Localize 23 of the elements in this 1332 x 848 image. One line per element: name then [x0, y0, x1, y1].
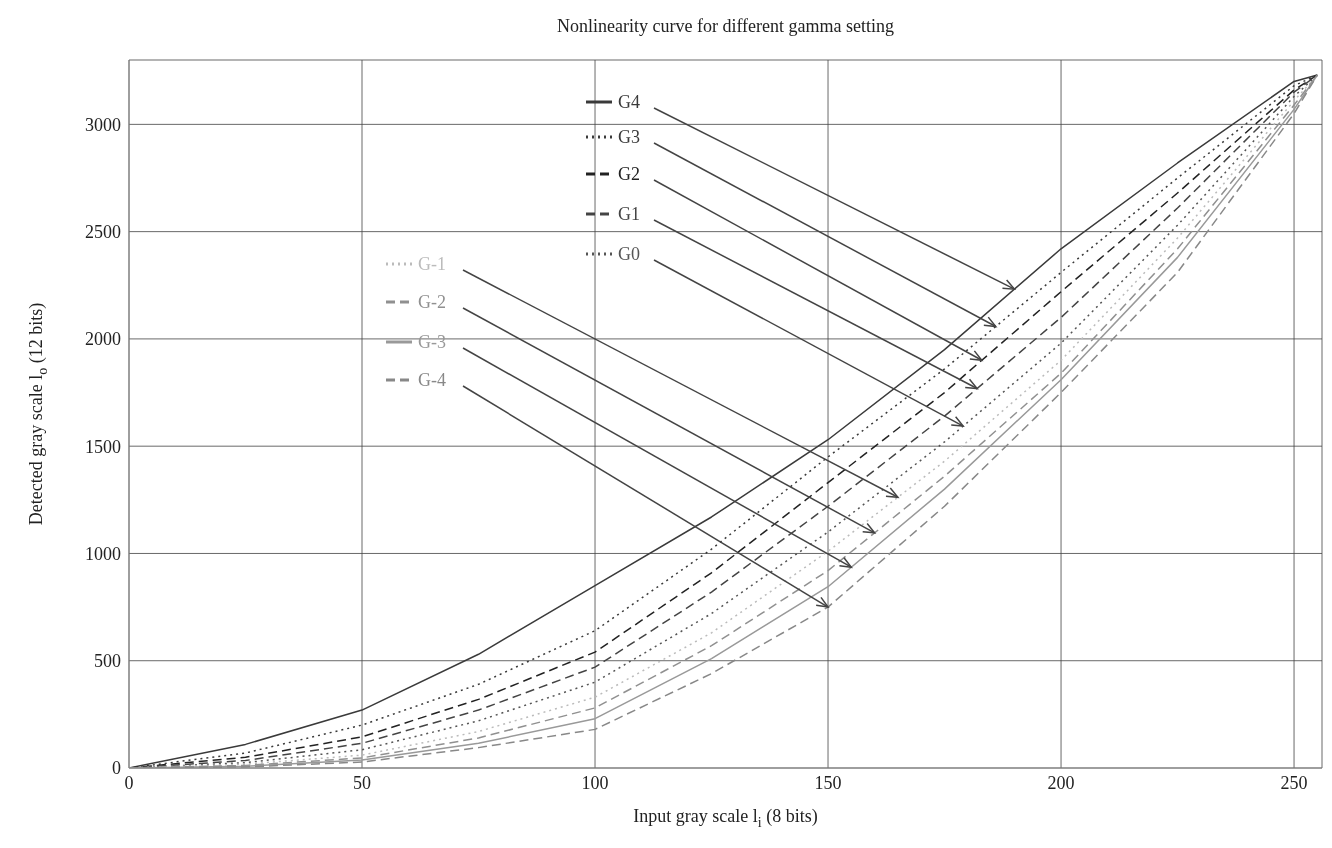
x-tick-label: 250	[1280, 772, 1308, 793]
legend-label: G2	[618, 164, 640, 184]
y-tick-label: 1000	[85, 543, 121, 564]
legend-label: G-2	[418, 292, 446, 312]
legend-label: G4	[618, 92, 640, 112]
y-tick-label: 2000	[85, 329, 121, 350]
y-tick-label: 1500	[85, 436, 121, 457]
x-tick-label: 0	[124, 772, 134, 793]
chart-title: Nonlinearity curve for different gamma setting	[556, 16, 895, 36]
y-tick-label: 0	[112, 758, 121, 779]
y-tick-label: 3000	[85, 114, 121, 135]
legend-label: G0	[618, 244, 640, 264]
x-tick-label: 150	[814, 772, 842, 793]
y-tick-label: 500	[94, 651, 121, 672]
x-axis-title: Input gray scale l$_{i}$ (8 bits)	[633, 806, 818, 830]
legend-label: G3	[618, 127, 640, 147]
legend-label: G1	[618, 204, 640, 224]
y-tick-label: 2500	[85, 222, 121, 243]
x-tick-label: 200	[1047, 772, 1075, 793]
legend-label: G-4	[418, 370, 446, 390]
legend-label: G-1	[418, 254, 446, 274]
x-tick-label: 50	[353, 772, 372, 793]
x-tick-label: 100	[581, 772, 609, 793]
